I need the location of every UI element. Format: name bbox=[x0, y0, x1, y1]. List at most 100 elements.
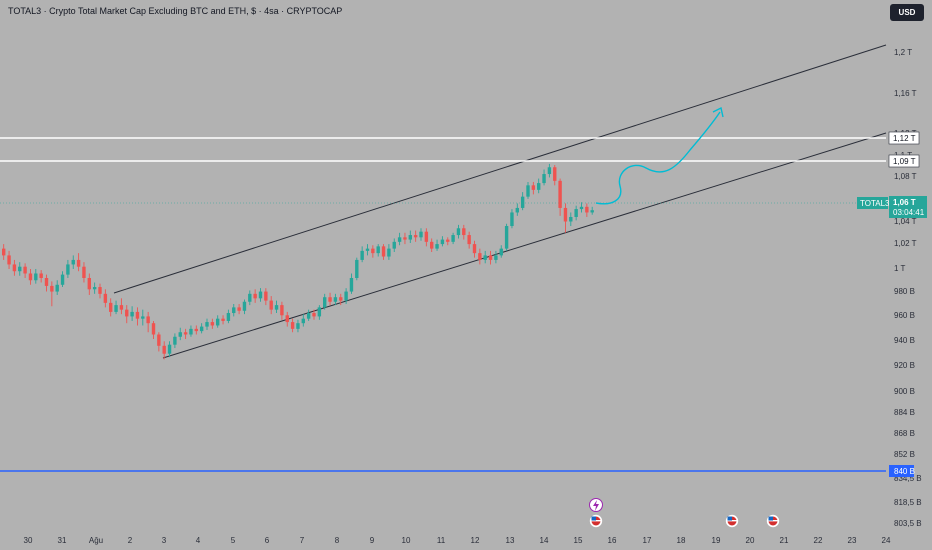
candle[interactable] bbox=[542, 169, 546, 186]
candle[interactable] bbox=[462, 224, 466, 240]
candle[interactable] bbox=[232, 303, 236, 317]
candle[interactable] bbox=[76, 253, 81, 272]
candle[interactable] bbox=[183, 328, 188, 340]
candle[interactable] bbox=[258, 288, 263, 302]
channel-upper-line[interactable] bbox=[113, 44, 887, 294]
candle[interactable] bbox=[301, 314, 305, 327]
candle[interactable] bbox=[435, 239, 439, 251]
candle[interactable] bbox=[221, 315, 225, 325]
candle[interactable] bbox=[194, 325, 198, 335]
candle[interactable] bbox=[590, 206, 594, 215]
candle[interactable] bbox=[82, 262, 86, 283]
candle[interactable] bbox=[526, 181, 530, 199]
candle[interactable] bbox=[264, 288, 268, 306]
candle[interactable] bbox=[87, 273, 91, 295]
candle[interactable] bbox=[18, 262, 22, 276]
event-marker-flag-2[interactable] bbox=[725, 514, 739, 528]
candle[interactable] bbox=[451, 232, 455, 245]
candle[interactable] bbox=[98, 283, 102, 299]
candle[interactable] bbox=[408, 230, 412, 243]
candle[interactable] bbox=[328, 292, 332, 306]
candle[interactable] bbox=[306, 309, 311, 321]
candle[interactable] bbox=[205, 318, 209, 330]
candle[interactable] bbox=[296, 319, 300, 333]
candle[interactable] bbox=[109, 298, 113, 317]
candle[interactable] bbox=[558, 178, 562, 216]
candle[interactable] bbox=[60, 271, 65, 288]
candle[interactable] bbox=[162, 341, 166, 360]
candle[interactable] bbox=[339, 293, 343, 306]
candle[interactable] bbox=[510, 209, 514, 229]
candle[interactable] bbox=[403, 232, 407, 245]
candle[interactable] bbox=[430, 238, 434, 253]
candle[interactable] bbox=[413, 230, 418, 242]
candle[interactable] bbox=[478, 248, 482, 265]
candle[interactable] bbox=[66, 259, 70, 278]
candle[interactable] bbox=[151, 320, 156, 340]
projection-path[interactable] bbox=[595, 111, 721, 205]
candle[interactable] bbox=[178, 327, 182, 341]
candle[interactable] bbox=[216, 315, 220, 328]
candle[interactable] bbox=[537, 178, 541, 194]
candle[interactable] bbox=[312, 309, 316, 320]
candle[interactable] bbox=[323, 293, 327, 310]
candle[interactable] bbox=[494, 250, 498, 264]
candle[interactable] bbox=[92, 282, 97, 294]
candle[interactable] bbox=[531, 181, 536, 195]
candle[interactable] bbox=[553, 165, 557, 186]
candle[interactable] bbox=[504, 223, 509, 251]
candle[interactable] bbox=[34, 268, 38, 284]
candle[interactable] bbox=[333, 293, 338, 306]
candle[interactable] bbox=[125, 305, 129, 324]
candle[interactable] bbox=[269, 296, 273, 315]
candle[interactable] bbox=[114, 300, 118, 315]
candle[interactable] bbox=[7, 250, 11, 269]
currency-button[interactable]: USD bbox=[890, 4, 924, 21]
candle[interactable] bbox=[237, 303, 241, 315]
candle[interactable] bbox=[130, 306, 134, 321]
candle[interactable] bbox=[371, 245, 375, 258]
candle[interactable] bbox=[387, 244, 391, 260]
candle[interactable] bbox=[44, 274, 49, 292]
time-axis[interactable]: 30 31 Ağu 2 3 4 5 6 7 8 9 10 11 12 13 14 15 16 17 18 19 20 21 2… bbox=[24, 536, 891, 545]
candle[interactable] bbox=[360, 246, 364, 263]
candle[interactable] bbox=[574, 205, 578, 221]
candle[interactable] bbox=[515, 203, 519, 216]
candle[interactable] bbox=[248, 290, 252, 306]
candle[interactable] bbox=[242, 299, 247, 315]
candle[interactable] bbox=[392, 238, 396, 253]
candle[interactable] bbox=[274, 300, 279, 314]
candle[interactable] bbox=[579, 202, 584, 213]
projection-arrow[interactable] bbox=[595, 106, 724, 205]
candle[interactable] bbox=[71, 255, 75, 269]
candle[interactable] bbox=[472, 240, 477, 258]
candle[interactable] bbox=[285, 311, 289, 327]
candle[interactable] bbox=[563, 203, 568, 233]
candle[interactable] bbox=[365, 244, 370, 256]
candle[interactable] bbox=[55, 280, 59, 295]
candle[interactable] bbox=[381, 244, 386, 260]
candle[interactable] bbox=[157, 332, 161, 352]
candle[interactable] bbox=[456, 224, 461, 239]
candle[interactable] bbox=[520, 192, 525, 211]
candle[interactable] bbox=[135, 307, 140, 326]
candle[interactable] bbox=[355, 257, 359, 281]
candle[interactable] bbox=[199, 323, 204, 334]
candle[interactable] bbox=[483, 250, 487, 264]
candle[interactable] bbox=[167, 341, 172, 358]
event-marker-flag-3[interactable] bbox=[766, 514, 780, 528]
candle[interactable] bbox=[440, 236, 445, 247]
candle[interactable] bbox=[467, 231, 471, 249]
candle[interactable] bbox=[189, 325, 193, 337]
candle[interactable] bbox=[280, 301, 284, 320]
event-marker-lightning[interactable] bbox=[589, 498, 603, 512]
candle[interactable] bbox=[317, 305, 322, 320]
event-marker-flag-1[interactable] bbox=[589, 514, 603, 528]
candle[interactable] bbox=[585, 203, 589, 217]
candle[interactable] bbox=[50, 281, 54, 307]
channel-lower-line[interactable] bbox=[162, 132, 887, 359]
candle[interactable] bbox=[141, 309, 145, 326]
candle[interactable] bbox=[28, 268, 33, 285]
price-axis[interactable]: 1,2 T1,16 T1,12 T1,1 T1,08 T1,04 T1,02 T… bbox=[894, 48, 922, 528]
candle[interactable] bbox=[39, 270, 43, 283]
